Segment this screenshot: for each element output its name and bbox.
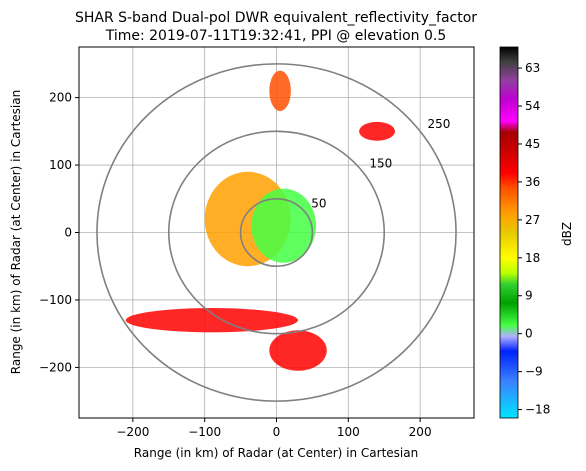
- y-tick-label-4: 200: [49, 91, 72, 105]
- x-tick-label-0: −200: [116, 425, 149, 439]
- echo-region-5: [269, 70, 291, 112]
- range-ring-label-150: 150: [369, 157, 392, 171]
- colorbar-tick-label-0: −18: [525, 403, 550, 417]
- chart-subtitle: Time: 2019-07-11T19:32:41, PPI @ elevati…: [105, 28, 447, 44]
- x-tick-label-3: 100: [337, 425, 360, 439]
- colorbar-label: dBZ: [560, 222, 574, 246]
- colorbar-tick-label-7: 45: [525, 137, 540, 151]
- chart-title: SHAR S-band Dual-pol DWR equivalent_refl…: [75, 10, 477, 26]
- range-ring-250: [96, 63, 457, 402]
- x-tick-label-1: −100: [188, 425, 221, 439]
- x-tick-label-4: 200: [409, 425, 432, 439]
- colorbar-tick-label-3: 9: [525, 289, 533, 303]
- colorbar-tick-label-6: 36: [525, 175, 540, 189]
- range-ring-150: [167, 130, 386, 335]
- colorbar-ticks: −18 −9 0 9 18 27 36 45 54 63: [518, 61, 550, 417]
- echo-region-4: [359, 121, 395, 141]
- range-ring-50: [239, 197, 314, 268]
- colorbar-tick-label-9: 63: [525, 61, 540, 75]
- y-axis-label: Range (in km) of Radar (at Center) in Ca…: [9, 90, 23, 374]
- echo-region-3: [269, 330, 327, 371]
- colorbar-tick-label-5: 27: [525, 213, 540, 227]
- y-tick-label-0: −200: [39, 360, 72, 374]
- x-axis-ticks: −200 −100 0 100 200: [116, 418, 432, 439]
- range-ring-label-250: 250: [428, 117, 451, 131]
- echo-region-2: [125, 308, 299, 333]
- y-tick-label-1: −100: [39, 293, 72, 307]
- colorbar-tick-label-2: 0: [525, 327, 533, 341]
- colorbar-tick-label-1: −9: [525, 365, 543, 379]
- range-ring-labels: 50 150 250: [311, 117, 450, 210]
- colorbar: [499, 46, 519, 419]
- x-tick-label-2: 0: [273, 425, 281, 439]
- y-axis-ticks: −200 −100 0 100 200: [39, 91, 79, 374]
- echo-field: [125, 70, 395, 371]
- range-rings: [96, 63, 457, 402]
- y-tick-label-3: 100: [49, 158, 72, 172]
- range-ring-label-50: 50: [311, 196, 326, 210]
- x-axis-label: Range (in km) of Radar (at Center) in Ca…: [134, 446, 418, 460]
- y-tick-label-2: 0: [64, 226, 72, 240]
- colorbar-tick-label-4: 18: [525, 251, 540, 265]
- colorbar-tick-label-8: 54: [525, 99, 540, 113]
